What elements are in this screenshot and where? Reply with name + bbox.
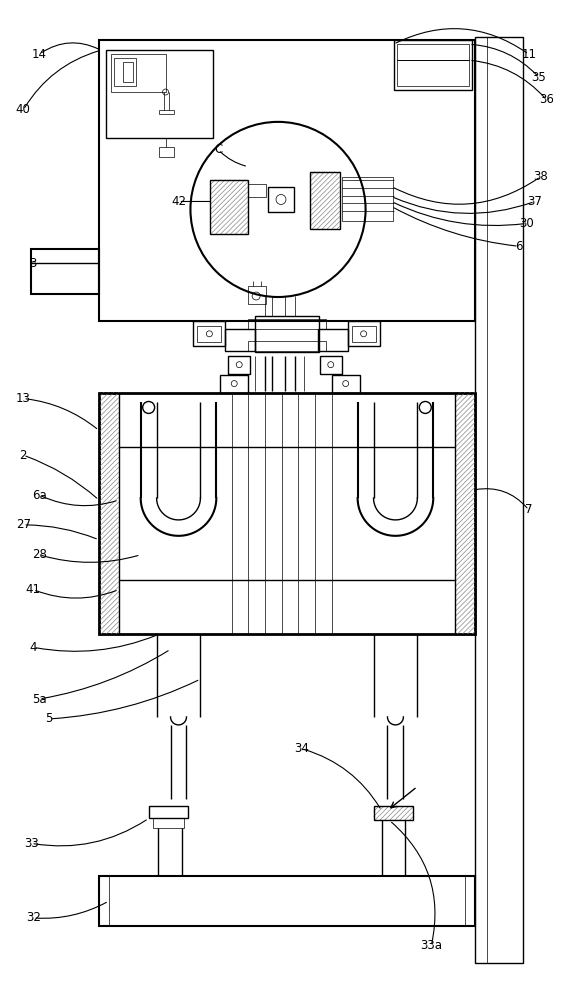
Bar	[318, 329, 347, 351]
Text: 4: 4	[29, 641, 37, 654]
Bar	[210, 180, 248, 234]
Text: 7: 7	[525, 503, 532, 516]
Bar	[99, 393, 119, 634]
Bar	[310, 172, 340, 229]
Text: 34: 34	[294, 742, 309, 755]
Text: 14: 14	[32, 48, 47, 61]
Bar	[31, 249, 99, 294]
Text: 6a: 6a	[32, 489, 47, 502]
Bar	[111, 54, 166, 92]
Bar	[394, 40, 472, 90]
Text: 28: 28	[32, 548, 47, 561]
Bar	[248, 184, 266, 197]
Text: 2: 2	[20, 449, 27, 462]
Text: 11: 11	[521, 48, 536, 61]
Text: 32: 32	[26, 911, 41, 924]
Text: 37: 37	[527, 195, 542, 208]
Bar	[352, 326, 376, 342]
Text: C: C	[214, 143, 222, 156]
Text: 3: 3	[29, 257, 37, 270]
Bar	[475, 37, 523, 963]
Bar	[99, 393, 475, 634]
Bar	[193, 321, 225, 346]
Text: 40: 40	[16, 103, 30, 116]
Bar	[248, 286, 266, 304]
Bar	[248, 319, 326, 329]
Text: 38: 38	[534, 170, 548, 183]
Text: 13: 13	[16, 392, 30, 405]
Bar	[347, 321, 380, 346]
Bar	[332, 375, 360, 393]
Bar	[398, 44, 469, 60]
Bar	[99, 876, 475, 926]
Bar	[99, 40, 475, 321]
Bar	[106, 50, 213, 138]
Text: 36: 36	[539, 93, 554, 106]
Text: 30: 30	[519, 217, 534, 230]
Bar	[225, 329, 255, 351]
Bar	[248, 341, 326, 351]
Bar	[197, 326, 221, 342]
Text: 5a: 5a	[32, 693, 46, 706]
Bar	[158, 147, 174, 157]
Bar	[221, 375, 248, 393]
Bar	[149, 806, 188, 818]
Bar	[114, 58, 136, 86]
Bar	[342, 177, 394, 221]
Text: 33a: 33a	[420, 939, 442, 952]
Bar	[455, 393, 475, 634]
Bar	[153, 818, 184, 828]
Bar	[123, 62, 133, 82]
Text: 41: 41	[26, 583, 41, 596]
Bar	[320, 356, 342, 374]
Text: 42: 42	[171, 195, 186, 208]
Bar	[398, 60, 469, 86]
Text: 33: 33	[24, 837, 38, 850]
Text: 5: 5	[46, 712, 53, 725]
Bar	[268, 187, 294, 212]
Text: 27: 27	[16, 518, 31, 531]
Bar	[255, 316, 319, 352]
Bar	[228, 356, 250, 374]
Bar	[373, 806, 413, 820]
Text: 6: 6	[515, 240, 523, 253]
Text: 35: 35	[531, 71, 546, 84]
